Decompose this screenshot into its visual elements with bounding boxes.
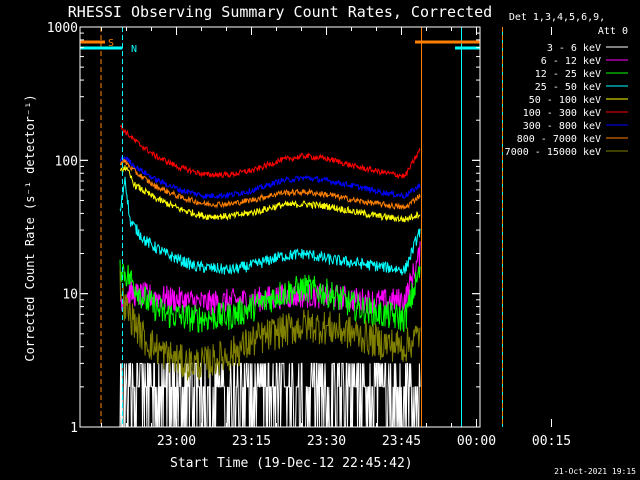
footer-timestamp: 21-Oct-2021 19:15	[554, 467, 636, 476]
flag-s-label: S	[108, 38, 114, 49]
flag-n-label: N	[131, 44, 137, 55]
series-line-9	[119, 268, 421, 381]
legend-label: 7000 - 15000 keV	[505, 147, 601, 158]
series-line-4	[119, 176, 421, 276]
y-tick-label: 1000	[47, 21, 78, 36]
legend-label: 6 - 12 keV	[541, 56, 601, 67]
x-axis-label: Start Time (19-Dec-12 22:45:42)	[170, 456, 413, 471]
series-line-7	[119, 155, 421, 201]
y-axis-label: Corrected Count Rate (s⁻¹ detector⁻¹)	[23, 94, 37, 361]
x-tick-label: 00:00	[457, 434, 496, 449]
detector-label: Det 1,3,4,5,6,9,	[509, 12, 605, 23]
legend-label: 300 - 800 keV	[523, 121, 601, 132]
series-line-3	[119, 259, 421, 333]
legend-label: 800 - 7000 keV	[517, 134, 601, 145]
plot-frame	[79, 26, 481, 428]
legend-label: 100 - 300 keV	[523, 108, 601, 119]
chart-title: RHESSI Observing Summary Count Rates, Co…	[68, 3, 492, 21]
legend: 3 - 6 keV 6 - 12 keV 12 - 25 keV 25 - 50 ke…	[505, 43, 628, 158]
x-tick-label: 23:00	[157, 434, 196, 449]
y-tick-label: 10	[62, 288, 78, 303]
legend-label: 50 - 100 keV	[529, 95, 601, 106]
x-tick-label: 23:15	[232, 434, 271, 449]
legend-label: 12 - 25 keV	[535, 69, 601, 80]
series-line-6	[120, 124, 421, 180]
x-tick-label: 23:45	[382, 434, 421, 449]
series-line-5	[119, 165, 421, 223]
x-tick-label: 00:15	[532, 434, 571, 449]
legend-label: 25 - 50 keV	[535, 82, 601, 93]
legend-label: 3 - 6 keV	[547, 43, 601, 54]
series-line-8	[119, 158, 421, 211]
y-tick-label: 1	[70, 421, 78, 436]
x-tick-label: 23:30	[307, 434, 346, 449]
plot-area: S N 1 10 100 1000 23:00 23:15 23:30 23:45 00:00 00:…	[47, 21, 571, 449]
attenuator-label: Att 0	[598, 26, 628, 37]
y-tick-label: 100	[55, 154, 78, 169]
